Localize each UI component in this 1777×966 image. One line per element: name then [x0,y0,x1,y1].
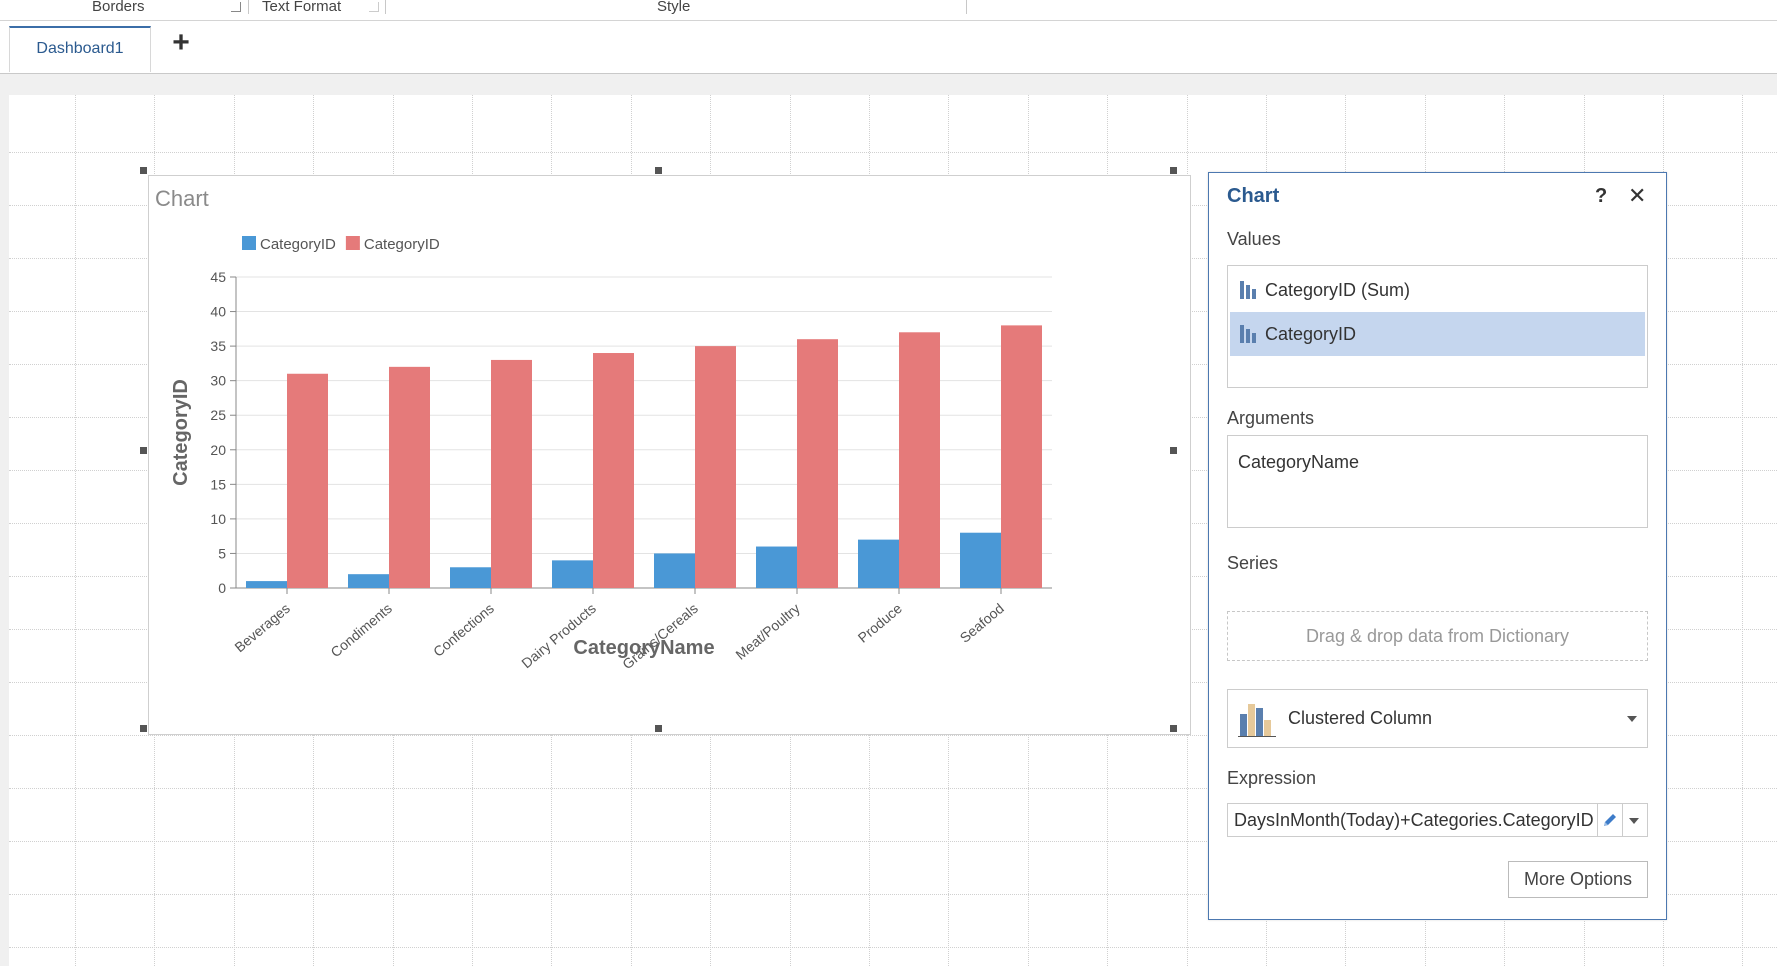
add-tab-icon[interactable]: + [172,26,190,59]
grid-line [9,947,1777,948]
ribbon-group-borders: Borders [92,0,145,15]
grid-line [75,95,76,966]
y-tick-label: 15 [210,476,226,492]
bar-2 [899,332,940,588]
column-chart-icon [1240,325,1256,343]
legend-label: CategoryID [260,236,336,253]
bar-2 [491,359,532,588]
resize-handle-left[interactable] [140,447,147,454]
tab-dashboard1[interactable]: Dashboard1 [9,26,151,72]
bar-1 [756,546,797,588]
legend-swatch [345,236,360,250]
bar-2 [389,366,430,588]
resize-handle-bottom-right[interactable] [1170,725,1177,732]
ribbon-group-bar: Borders Text Format Style [0,0,1777,21]
legend-label: CategoryID [364,236,440,253]
clustered-column-icon [1236,698,1280,740]
ribbon-separator [248,0,249,14]
ribbon-group-text-format: Text Format [262,0,342,15]
resize-handle-top-right[interactable] [1170,167,1177,174]
value-item-selected[interactable]: CategoryID [1230,312,1645,356]
resize-handle-bottom[interactable] [655,725,662,732]
series-dropzone[interactable]: Drag & drop data from Dictionary [1227,611,1648,661]
x-tick-label: Confections [430,600,497,660]
legend-swatch [242,236,256,250]
chart-type-select[interactable]: Clustered Column [1227,689,1648,748]
y-tick-label: 35 [210,338,226,354]
close-icon[interactable]: ✕ [1628,183,1647,208]
resize-handle-right[interactable] [1170,447,1177,454]
bar-1 [858,539,899,588]
bar-2 [1001,325,1042,588]
y-tick-label: 5 [218,545,226,561]
y-tick-label: 0 [218,580,226,596]
resize-handle-top[interactable] [655,167,662,174]
values-list[interactable]: CategoryID (Sum) CategoryID [1227,265,1648,388]
grid-line [9,152,1777,153]
bar-2 [695,346,736,588]
ribbon-separator [385,0,386,14]
chevron-down-icon[interactable] [1627,716,1637,722]
grid-line [9,735,1777,736]
pencil-icon[interactable] [1597,804,1622,836]
ribbon-group-style: Style [657,0,691,15]
grid-line [9,788,1777,789]
argument-item[interactable]: CategoryName [1238,452,1360,472]
dashboard-tab-bar: Dashboard1 + [0,21,1777,74]
x-tick-label: Produce [855,600,905,646]
borders-launcher-icon[interactable] [231,2,241,12]
bar-2 [287,373,328,588]
column-chart-icon [1240,281,1256,299]
value-item[interactable]: CategoryID (Sum) [1230,268,1645,312]
ribbon-separator [966,0,967,14]
grid-line [9,841,1777,842]
y-axis-title: CategoryID [170,379,192,486]
chevron-down-icon [1629,818,1639,824]
chart-properties-panel: Chart ? ✕ Values CategoryID (Sum) Catego… [1208,172,1667,920]
value-item-label: CategoryID (Sum) [1265,279,1411,300]
values-label: Values [1227,229,1281,249]
chart-title: Chart [155,186,209,211]
expression-dropdown[interactable] [1622,804,1647,836]
y-tick-label: 10 [210,511,226,527]
expression-label: Expression [1227,768,1317,788]
bar-1 [246,581,287,588]
value-item-label: CategoryID [1265,323,1357,344]
bar-2 [797,339,838,588]
grid-line [1742,95,1743,966]
x-axis-title: CategoryName [573,637,714,659]
chart-type-label: Clustered Column [1288,708,1433,728]
resize-handle-top-left[interactable] [140,167,147,174]
y-tick-label: 45 [210,269,226,285]
bar-1 [960,532,1001,588]
panel-title: Chart [1227,185,1280,207]
y-tick-label: 30 [210,373,226,389]
x-tick-label: Meat/Poultry [732,600,802,663]
help-icon[interactable]: ? [1595,185,1608,207]
arguments-box[interactable]: CategoryName [1227,435,1648,528]
bar-1 [450,567,491,588]
y-tick-label: 25 [210,407,226,423]
bar-1 [552,560,593,588]
series-label: Series [1227,553,1279,573]
resize-handle-bottom-left[interactable] [140,725,147,732]
y-tick-label: 40 [210,304,226,320]
text-format-launcher-icon[interactable] [369,2,379,12]
arguments-label: Arguments [1227,408,1315,428]
grid-line [9,894,1777,895]
expression-field[interactable]: DaysInMonth(Today)+Categories.CategoryID [1227,803,1648,837]
y-tick-label: 20 [210,442,226,458]
bar-2 [593,353,634,588]
bar-1 [654,553,695,588]
chart-component[interactable]: Chart 0 5 10 15 20 25 30 35 40 45 Beverages Condime… [148,175,1191,735]
x-tick-label: Beverages [231,600,293,655]
chart-plot: 0 5 10 15 20 25 30 35 40 45 Beverages Condiments Con… [170,236,1052,672]
more-options-button[interactable]: More Options [1508,861,1648,898]
bar-1 [348,574,389,588]
x-tick-label: Condiments [327,600,395,660]
x-tick-label: Seafood [957,600,1007,646]
x-tick-label: Dairy Products [518,600,599,671]
expression-input[interactable]: DaysInMonth(Today)+Categories.CategoryID [1234,809,1594,830]
